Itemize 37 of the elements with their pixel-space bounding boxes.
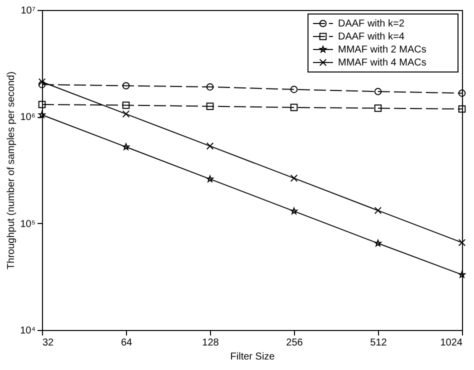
legend-label: MMAF with 4 MACs (338, 58, 426, 68)
point (458, 238, 466, 246)
point (206, 175, 214, 182)
x-axis-title: Filter Size (230, 352, 276, 362)
y-tick-label: 10⁶ (20, 112, 36, 124)
point (374, 206, 382, 214)
y-tick-label: 10⁴ (20, 326, 36, 336)
x-tick-label: 256 (286, 338, 304, 348)
point (122, 82, 130, 90)
point (374, 104, 382, 112)
x-tick-label: 64 (120, 338, 132, 348)
y-tick-label: 10⁷ (20, 6, 36, 16)
x-tick-label: 32 (42, 338, 54, 348)
point (206, 142, 214, 150)
x-tick-label: 128 (202, 338, 220, 348)
x-tick-label: 1024 (440, 338, 463, 348)
point (206, 102, 214, 110)
point (458, 105, 466, 113)
point (206, 83, 214, 91)
legend-label: DAAF with k=2 (338, 18, 405, 30)
point (122, 110, 130, 118)
y-tick-label: 10⁵ (20, 218, 36, 230)
point (374, 88, 382, 96)
point (290, 174, 298, 182)
point (458, 90, 466, 97)
point (458, 271, 466, 278)
point (290, 104, 298, 112)
point (122, 143, 130, 150)
point (374, 240, 382, 246)
point (38, 100, 46, 108)
point (290, 208, 298, 214)
point (290, 86, 298, 94)
point (122, 102, 130, 109)
legend-label: DAAF with k=4 (338, 32, 405, 42)
legend-label: MMAF with 2 MACs (338, 44, 426, 56)
y-axis-title: Throughput (number of samples per second) (6, 72, 18, 270)
x-tick-label: 512 (370, 338, 388, 348)
